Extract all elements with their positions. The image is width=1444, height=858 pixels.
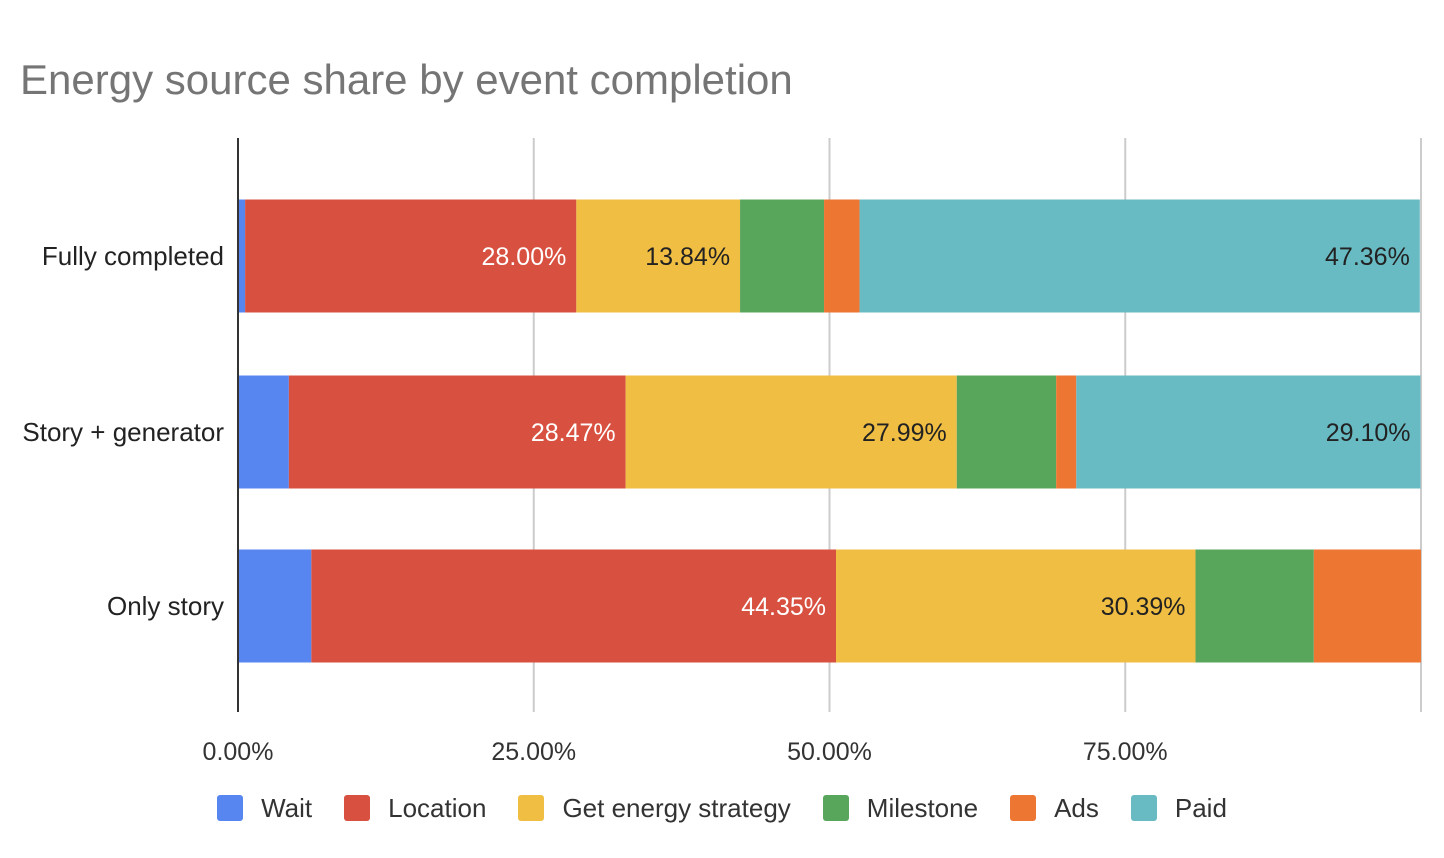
legend-swatch	[518, 795, 545, 821]
legend-item-wait: Wait	[217, 793, 312, 824]
bars	[238, 199, 1421, 663]
bar-segment-get-energy-strategy	[576, 199, 741, 313]
legend-label: Get energy strategy	[562, 792, 791, 823]
category-label: Story + generator	[22, 417, 224, 447]
data-labels: 28.00% 13.84% 47.36% 28.47% 27.99% 29.10% 44.3…	[482, 243, 1411, 621]
legend-label: Wait	[261, 792, 313, 823]
data-label: 30.39%	[1101, 593, 1186, 621]
legend-label: Location	[388, 792, 487, 823]
legend-swatch	[1010, 795, 1037, 821]
legend-item-location: Location	[344, 793, 486, 824]
bar-segment-milestone	[740, 199, 825, 313]
data-label: 13.84%	[645, 243, 730, 271]
bar-segment-location	[245, 199, 577, 313]
bar-segment-wait	[238, 199, 246, 313]
legend-item-ads: Ads	[1010, 793, 1099, 824]
legend-item-milestone: Milestone	[822, 792, 979, 824]
category-label: Fully completed	[42, 241, 224, 271]
bar-segment-milestone	[1195, 549, 1314, 663]
x-tick-label: 25.00%	[491, 738, 576, 766]
legend-swatch	[822, 795, 849, 821]
legend: Wait Location Get energy strategy Milestone…	[0, 788, 1444, 828]
bar-segment-paid	[1076, 375, 1421, 489]
bar-segment-location	[288, 375, 626, 489]
x-tick-label: 0.00%	[203, 738, 274, 766]
bar-segment-wait	[238, 549, 312, 663]
bar-segment-milestone	[956, 375, 1057, 489]
legend-item-paid: Paid	[1130, 792, 1227, 824]
legend-swatch	[1130, 795, 1157, 821]
legend-label: Milestone	[866, 792, 979, 823]
axes: 0.00% 25.00% 50.00% 75.00% Fully completed St…	[22, 138, 1168, 766]
bar-segment-ads	[1313, 549, 1421, 663]
legend-swatch	[344, 795, 371, 821]
category-label: Only story	[107, 591, 224, 621]
legend-label: Paid	[1174, 792, 1227, 823]
bar-segment-paid	[859, 199, 1420, 313]
bar-segment-get-energy-strategy	[836, 549, 1196, 663]
bar-segment-get-energy-strategy	[625, 375, 957, 489]
data-label: 28.47%	[531, 419, 616, 447]
legend-label: Ads	[1054, 792, 1099, 823]
x-tick-label: 50.00%	[787, 738, 872, 766]
data-label: 29.10%	[1326, 419, 1411, 447]
data-label: 28.00%	[482, 243, 567, 271]
legend-item-get-energy-strategy: Get energy strategy	[518, 792, 791, 824]
data-label: 47.36%	[1325, 243, 1410, 271]
bar-segment-location	[311, 549, 837, 663]
bar-segment-ads	[824, 199, 860, 313]
bar-segment-wait	[238, 375, 289, 489]
x-tick-label: 75.00%	[1083, 738, 1168, 766]
chart-plot: 28.00% 13.84% 47.36% 28.47% 27.99% 29.10% 44.3…	[22, 138, 1422, 766]
data-label: 27.99%	[862, 419, 947, 447]
chart-title: Energy source share by event completion	[20, 56, 793, 103]
data-label: 44.35%	[741, 593, 826, 621]
legend-swatch	[217, 795, 244, 821]
bar-segment-ads	[1056, 375, 1077, 489]
